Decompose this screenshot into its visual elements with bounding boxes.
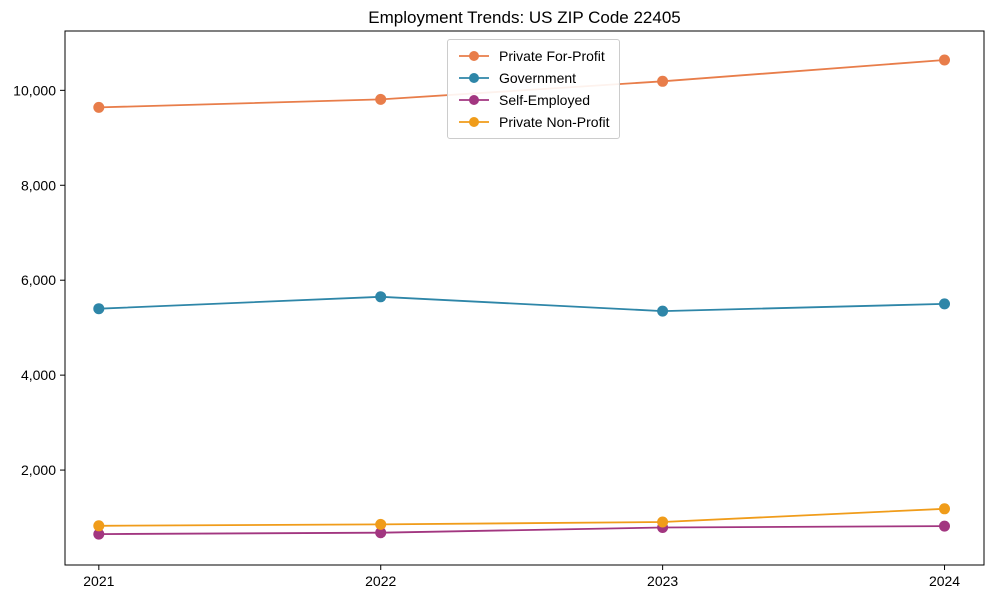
legend-marker-private-non-profit (459, 117, 489, 127)
legend-entry-government: Government (458, 67, 609, 89)
legend-marker-government (459, 73, 489, 83)
x-tick-label: 2023 (647, 573, 678, 589)
legend-entry-private-for-profit: Private For-Profit (458, 45, 609, 67)
data-point-private-for-profit (939, 54, 950, 66)
data-point-government (93, 303, 105, 315)
y-tick-label: 6,000 (21, 272, 56, 288)
legend-label-private-for-profit: Private For-Profit (499, 48, 605, 64)
series-line-private-non-profit (98, 507, 945, 527)
legend-marker-self-employed (459, 95, 489, 105)
data-point-government (657, 305, 669, 317)
data-point-private-for-profit (375, 93, 387, 105)
data-point-private-non-profit (939, 503, 950, 515)
chart-title: Employment Trends: US ZIP Code 22405 (368, 8, 681, 27)
legend-label-private-non-profit: Private Non-Profit (499, 114, 610, 130)
x-tick-label: 2022 (365, 573, 396, 589)
y-tick-label: 2,000 (21, 462, 56, 478)
data-point-private-non-profit (657, 516, 669, 528)
y-tick-label: 4,000 (21, 367, 56, 383)
legend-label-government: Government (499, 70, 577, 86)
chart-legend: Private For-Profit Government Self-Employe… (447, 39, 621, 139)
legend-entry-self-employed: Self-Employed (458, 89, 609, 111)
data-point-private-non-profit (375, 518, 387, 530)
legend-marker-private-for-profit (459, 51, 489, 61)
data-point-self-employed (93, 528, 105, 540)
data-point-private-non-profit (93, 520, 105, 532)
series-line-government (98, 295, 945, 313)
plot-border (64, 30, 985, 566)
legend-entry-private-non-profit: Private Non-Profit (458, 111, 609, 133)
data-point-government (939, 298, 950, 310)
y-tick-label: 8,000 (21, 177, 56, 193)
y-tick-label: 10,000 (13, 82, 56, 98)
data-point-government (375, 291, 387, 303)
series-line-self-employed (98, 525, 945, 535)
x-tick-label: 2021 (83, 573, 114, 589)
data-point-self-employed (375, 527, 387, 539)
data-point-private-for-profit (657, 75, 669, 87)
data-point-self-employed (939, 520, 950, 532)
legend-label-self-employed: Self-Employed (499, 92, 591, 108)
data-point-private-for-profit (93, 101, 105, 113)
x-tick-label: 2024 (929, 573, 960, 589)
